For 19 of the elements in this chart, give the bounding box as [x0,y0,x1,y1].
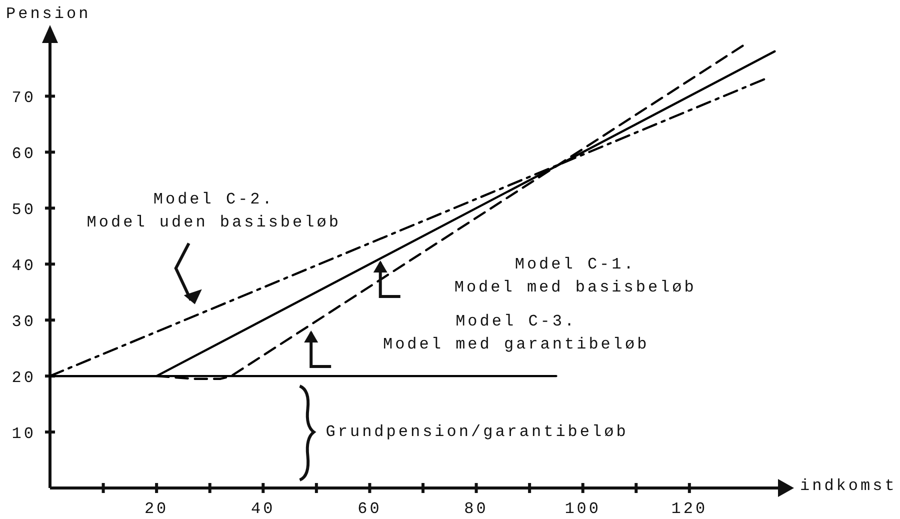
y-tick-label: 40 [12,257,36,276]
y-tick-label: 50 [12,201,36,220]
x-tick-label: 120 [671,500,708,518]
y-tick-label: 60 [12,145,36,164]
x-tick-label: 20 [144,500,169,518]
y-tick-label: 30 [12,313,36,332]
y-tick-label: 70 [12,89,36,108]
x-tick-label: 80 [464,500,488,518]
x-tick-label: 60 [358,500,382,518]
annotation: Model C-1. Model med basisbeløb [454,256,696,296]
y-tick-label: 20 [12,369,36,388]
y-tick-label: 10 [12,425,36,444]
annotation: Model C-2. Model uden basisbeløb [86,190,341,232]
annotation: Model C-3. Model med garantibeløb [382,312,650,354]
x-axis-title: indkomst [800,477,897,495]
annotation: Grundpension/garantibeløb [326,423,628,442]
y-axis-title: Pension [6,5,91,23]
x-tick-label: 100 [564,500,602,518]
x-tick-label: 40 [251,500,276,518]
